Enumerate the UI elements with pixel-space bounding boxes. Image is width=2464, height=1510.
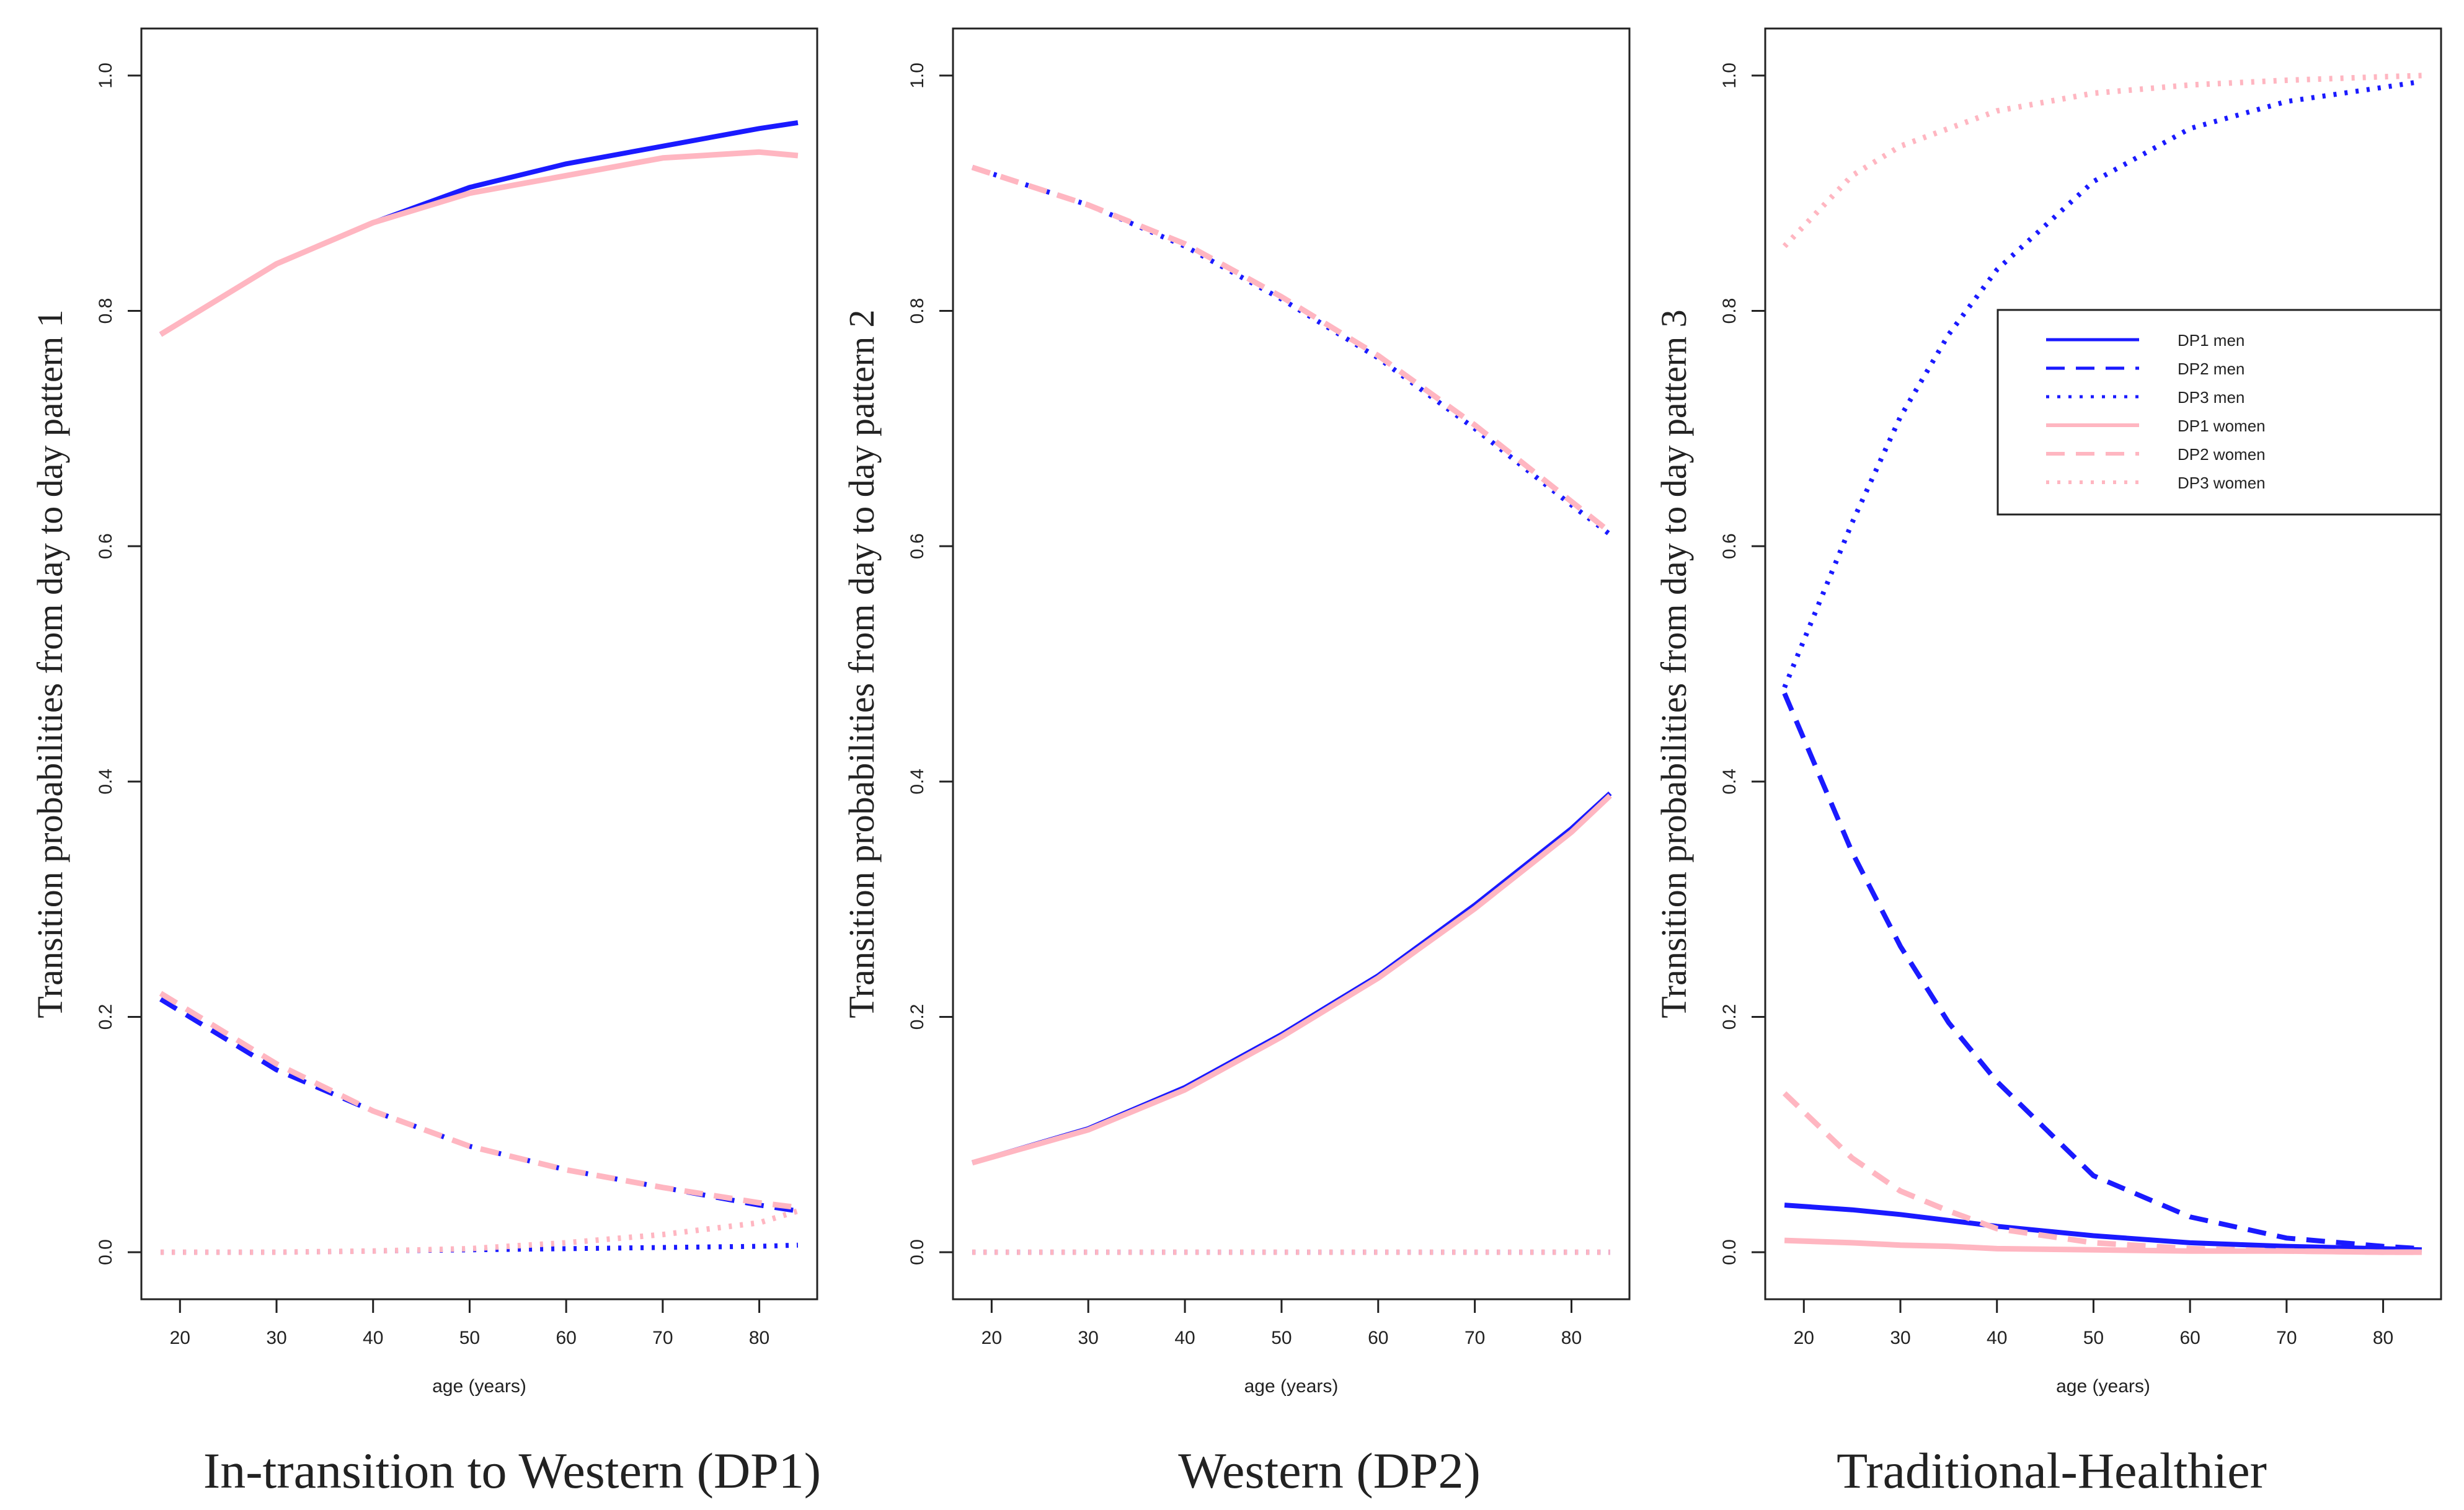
y-tick-label: 0.0 bbox=[907, 1239, 928, 1265]
x-tick-label: 60 bbox=[1368, 1328, 1388, 1348]
plot-frame bbox=[1764, 27, 2442, 1300]
chart-panel-2: 20 30 40 50 60 70 80 0.0 0.2 0.4 0.6 0.8 1.0 age (yea… bbox=[841, 27, 1631, 1499]
legend-label: DP1 men bbox=[2178, 331, 2245, 350]
x-tick-label: 80 bbox=[1561, 1328, 1582, 1348]
y-tick-label: 1.0 bbox=[95, 63, 116, 89]
series-line-dp2-men bbox=[971, 165, 1612, 537]
legend-label: DP3 women bbox=[2178, 474, 2266, 492]
y-tick-label: 0.8 bbox=[907, 298, 928, 324]
series-line-dp1-women bbox=[159, 149, 799, 337]
x-tick-label: 30 bbox=[266, 1328, 286, 1348]
y-tick-label: 0.4 bbox=[1719, 769, 1740, 795]
series-line-dp3-women bbox=[1782, 73, 2422, 249]
y-tick-label: 0.2 bbox=[1719, 1004, 1740, 1030]
series-line-dp2-women bbox=[1782, 1091, 2422, 1255]
series-line-dp2-women bbox=[971, 164, 1612, 534]
x-axis-label: age (years) bbox=[1244, 1376, 1339, 1397]
y-tick-label: 0.2 bbox=[95, 1004, 116, 1030]
y-tick-label: 0.8 bbox=[95, 298, 116, 324]
x-tick-label: 80 bbox=[749, 1328, 769, 1348]
x-tick-label: 70 bbox=[1465, 1328, 1485, 1348]
x-tick-label: 40 bbox=[363, 1328, 383, 1348]
series-line-dp3-men bbox=[161, 1242, 799, 1255]
legend-label: DP1 women bbox=[2178, 417, 2266, 435]
y-tick-label: 0.8 bbox=[1719, 298, 1740, 324]
x-tick-label: 80 bbox=[2373, 1328, 2393, 1348]
x-tick-label: 70 bbox=[2276, 1328, 2297, 1348]
x-tick-label: 50 bbox=[1271, 1328, 1292, 1348]
y-tick-label: 0.6 bbox=[95, 533, 116, 559]
plot-frame bbox=[952, 27, 1631, 1300]
series-line-dp1-men bbox=[1784, 1203, 2422, 1253]
y-axis-label: Transition probabilities from day to day… bbox=[841, 309, 882, 1018]
series-line-dp1-men bbox=[972, 791, 1612, 1165]
x-tick-label: 60 bbox=[556, 1328, 576, 1348]
series-line-dp1-women bbox=[971, 793, 1612, 1166]
x-tick-label: 30 bbox=[1890, 1328, 1910, 1348]
legend-label: DP2 women bbox=[2178, 445, 2266, 464]
y-tick-label: 0.2 bbox=[907, 1004, 928, 1030]
legend-box bbox=[1996, 309, 2442, 516]
panel-caption: Traditional-Healthier bbox=[1837, 1442, 2267, 1499]
series-line-dp3-women bbox=[161, 1208, 799, 1255]
plot-frame bbox=[140, 27, 818, 1300]
y-tick-label: 1.0 bbox=[1719, 63, 1740, 89]
y-axis-label: Transition probabilities from day to day… bbox=[1654, 309, 1694, 1018]
x-tick-label: 20 bbox=[1794, 1328, 1814, 1348]
y-tick-label: 0.4 bbox=[907, 769, 928, 795]
legend: DP1 men DP2 men DP3 men DP1 women DP2 women D… bbox=[1996, 309, 2442, 516]
legend-label: DP2 men bbox=[2178, 360, 2245, 378]
panel-caption: Western (DP2) bbox=[1178, 1442, 1481, 1499]
y-tick-label: 0.0 bbox=[1719, 1239, 1740, 1265]
x-tick-label: 40 bbox=[1987, 1328, 2007, 1348]
chart-panel-1: 20 30 40 50 60 70 80 0.0 0.2 0.4 0.6 0.8 1.0 age (yea… bbox=[30, 27, 821, 1499]
x-tick-label: 50 bbox=[459, 1328, 480, 1348]
y-tick-label: 1.0 bbox=[907, 63, 928, 89]
panel-caption: In-transition to Western (DP1) bbox=[203, 1442, 821, 1499]
y-tick-label: 0.6 bbox=[907, 533, 928, 559]
y-tick-label: 0.6 bbox=[1719, 533, 1740, 559]
x-tick-label: 60 bbox=[2179, 1328, 2200, 1348]
x-tick-label: 30 bbox=[1078, 1328, 1099, 1348]
series-line-dp2-men bbox=[159, 997, 799, 1214]
y-tick-label: 0.0 bbox=[95, 1239, 116, 1265]
x-tick-label: 50 bbox=[2083, 1328, 2104, 1348]
x-tick-label: 70 bbox=[652, 1328, 673, 1348]
y-axis-label: Transition probabilities from day to day… bbox=[30, 309, 70, 1018]
series-line-dp1-women bbox=[1784, 1237, 2422, 1255]
x-tick-label: 40 bbox=[1174, 1328, 1195, 1348]
x-tick-label: 20 bbox=[170, 1328, 190, 1348]
series-line-dp2-men bbox=[1782, 692, 2422, 1252]
series-line-dp2-women bbox=[159, 991, 799, 1211]
x-tick-label: 20 bbox=[982, 1328, 1002, 1348]
legend-label: DP3 men bbox=[2178, 388, 2245, 407]
series-line-dp3-men bbox=[1782, 79, 2422, 689]
x-axis-label: age (years) bbox=[2056, 1376, 2150, 1397]
chart-panel-3: 20 30 40 50 60 70 80 0.0 0.2 0.4 0.6 0.8 1.0 age (yea… bbox=[1654, 27, 2442, 1499]
x-axis-label: age (years) bbox=[432, 1376, 526, 1397]
y-tick-label: 0.4 bbox=[95, 769, 116, 795]
